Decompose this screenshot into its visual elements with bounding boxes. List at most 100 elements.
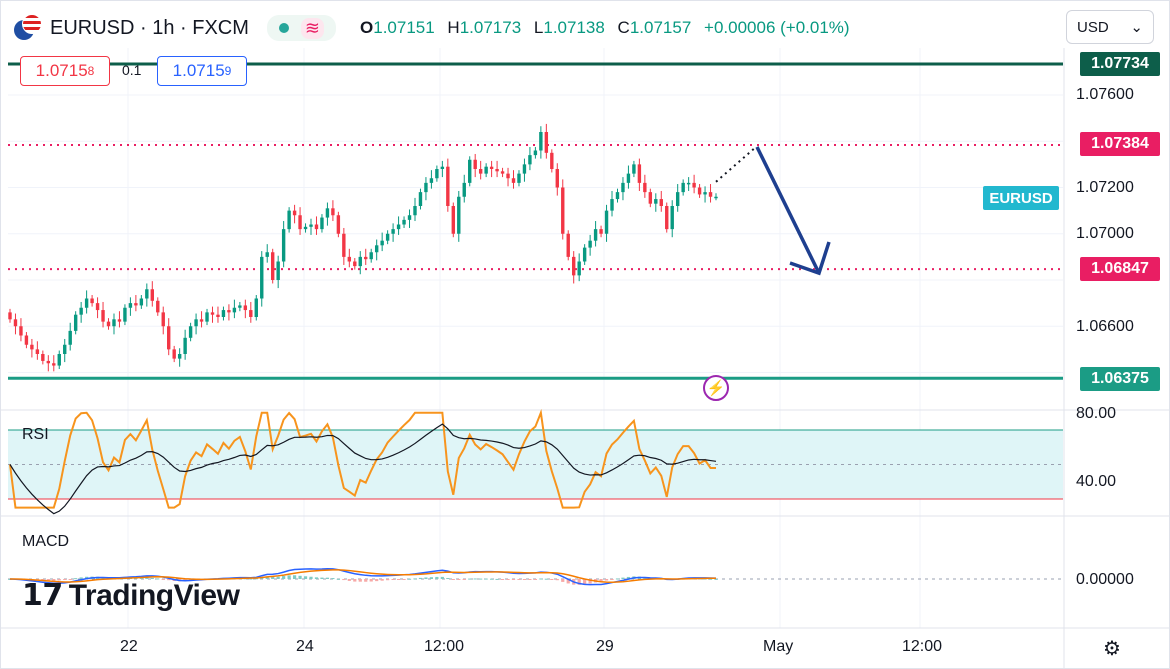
macd-label[interactable]: MACD <box>22 533 70 550</box>
candle <box>276 261 280 280</box>
candle <box>52 363 56 366</box>
market-status-pill[interactable]: ≋ <box>266 15 336 41</box>
macd-histogram-bar <box>353 579 357 582</box>
macd-histogram-bar <box>566 579 570 584</box>
macd-histogram-bar <box>156 578 160 580</box>
candle <box>446 166 450 206</box>
time-tick: 12:00 <box>902 638 943 655</box>
settings-icon[interactable]: ⚙ <box>1103 638 1121 660</box>
candle <box>46 360 51 364</box>
candle <box>134 303 138 306</box>
candle <box>260 256 264 299</box>
candle <box>281 229 286 262</box>
level-label: 1.06847 <box>1080 257 1160 281</box>
candle <box>364 256 368 260</box>
candle <box>303 226 308 230</box>
series-tag: EURUSD <box>983 186 1059 210</box>
rsi-label[interactable]: RSI <box>22 426 49 443</box>
candle <box>24 335 29 345</box>
candle <box>511 178 516 183</box>
candle <box>123 307 127 322</box>
candle <box>413 206 417 216</box>
candle <box>292 210 297 216</box>
sell-price-box[interactable]: 1.0715 8 <box>20 56 110 86</box>
price-tick: 1.06600 <box>1076 318 1134 335</box>
chevron-down-icon: ⌄ <box>1130 19 1143 36</box>
currency-select[interactable]: USD ⌄ <box>1066 10 1154 44</box>
candle <box>112 319 116 327</box>
macd-histogram-bar <box>336 578 340 580</box>
sell-price-pip: 8 <box>87 64 95 78</box>
candle <box>626 173 631 183</box>
candle <box>101 310 105 322</box>
macd-line <box>9 568 717 586</box>
macd-histogram-bar <box>375 579 379 582</box>
macd-histogram-bar <box>292 575 297 579</box>
candle <box>648 192 653 204</box>
buy-price-box[interactable]: 1.0715 9 <box>157 56 247 86</box>
macd-histogram-bar <box>358 579 362 582</box>
macd-histogram-bar <box>500 579 505 580</box>
tradingview-name: TradingView <box>68 578 240 612</box>
candle <box>593 229 598 241</box>
candle <box>238 305 242 308</box>
macd-histogram-bar <box>429 577 434 579</box>
level-label: 1.06375 <box>1080 367 1160 391</box>
candle <box>500 171 505 174</box>
macd-histogram-bar <box>495 578 499 580</box>
macd-histogram-bar <box>479 578 483 580</box>
symbol-header[interactable]: EURUSD · 1h · FXCM ≋ O1.07151 H1.07173 L… <box>14 14 858 42</box>
macd-histogram-bar <box>347 579 351 581</box>
macd-histogram-bar <box>314 577 319 579</box>
candle <box>489 166 494 169</box>
macd-histogram-bar <box>282 576 286 579</box>
candle <box>528 155 532 165</box>
candle <box>632 164 636 174</box>
bolt-icon[interactable]: ⚡ <box>703 375 729 401</box>
candle <box>621 182 625 193</box>
candle <box>380 240 384 246</box>
rsi-tick: 80.00 <box>1076 405 1117 422</box>
symbol-title[interactable]: EURUSD · 1h · FXCM <box>50 16 249 39</box>
candle <box>506 173 510 179</box>
candle <box>703 192 707 195</box>
time-tick: May <box>763 638 794 655</box>
candle <box>566 233 570 257</box>
tradingview-logo[interactable]: 𝟭𝟳 TradingView <box>22 578 240 613</box>
candle <box>84 298 89 308</box>
macd-histogram-bar <box>615 578 620 580</box>
macd-histogram-bar <box>528 579 532 580</box>
macd-histogram-bar <box>577 579 581 585</box>
candle <box>692 182 696 188</box>
macd-histogram-bar <box>309 576 313 579</box>
macd-histogram-bar <box>473 578 477 580</box>
macd-histogram-bar <box>396 579 401 580</box>
candle <box>599 229 603 234</box>
candle <box>675 192 680 206</box>
price-tick: 1.07000 <box>1076 225 1134 242</box>
candle <box>139 298 144 306</box>
candle <box>30 344 34 350</box>
candle <box>522 164 527 174</box>
candle <box>440 166 445 169</box>
macd-histogram-bar <box>320 577 324 579</box>
candle <box>533 150 538 156</box>
candle <box>320 217 324 230</box>
candle <box>227 310 231 313</box>
buy-price-pip: 9 <box>224 64 232 78</box>
candle <box>183 337 187 354</box>
candle <box>670 206 674 230</box>
candle <box>41 354 45 361</box>
candle <box>298 215 302 230</box>
candle <box>128 303 133 308</box>
macd-histogram-bar <box>52 579 56 581</box>
macd-histogram-bar <box>522 579 527 580</box>
macd-histogram-bar <box>599 579 603 582</box>
macd-histogram-bar <box>604 579 609 581</box>
ohlc-readout: O1.07151 H1.07173 L1.07138 C1.07157 +0.0… <box>360 18 850 37</box>
macd-histogram-bar <box>63 579 67 580</box>
candle <box>199 319 204 322</box>
candle <box>517 173 521 183</box>
candle <box>177 354 182 359</box>
